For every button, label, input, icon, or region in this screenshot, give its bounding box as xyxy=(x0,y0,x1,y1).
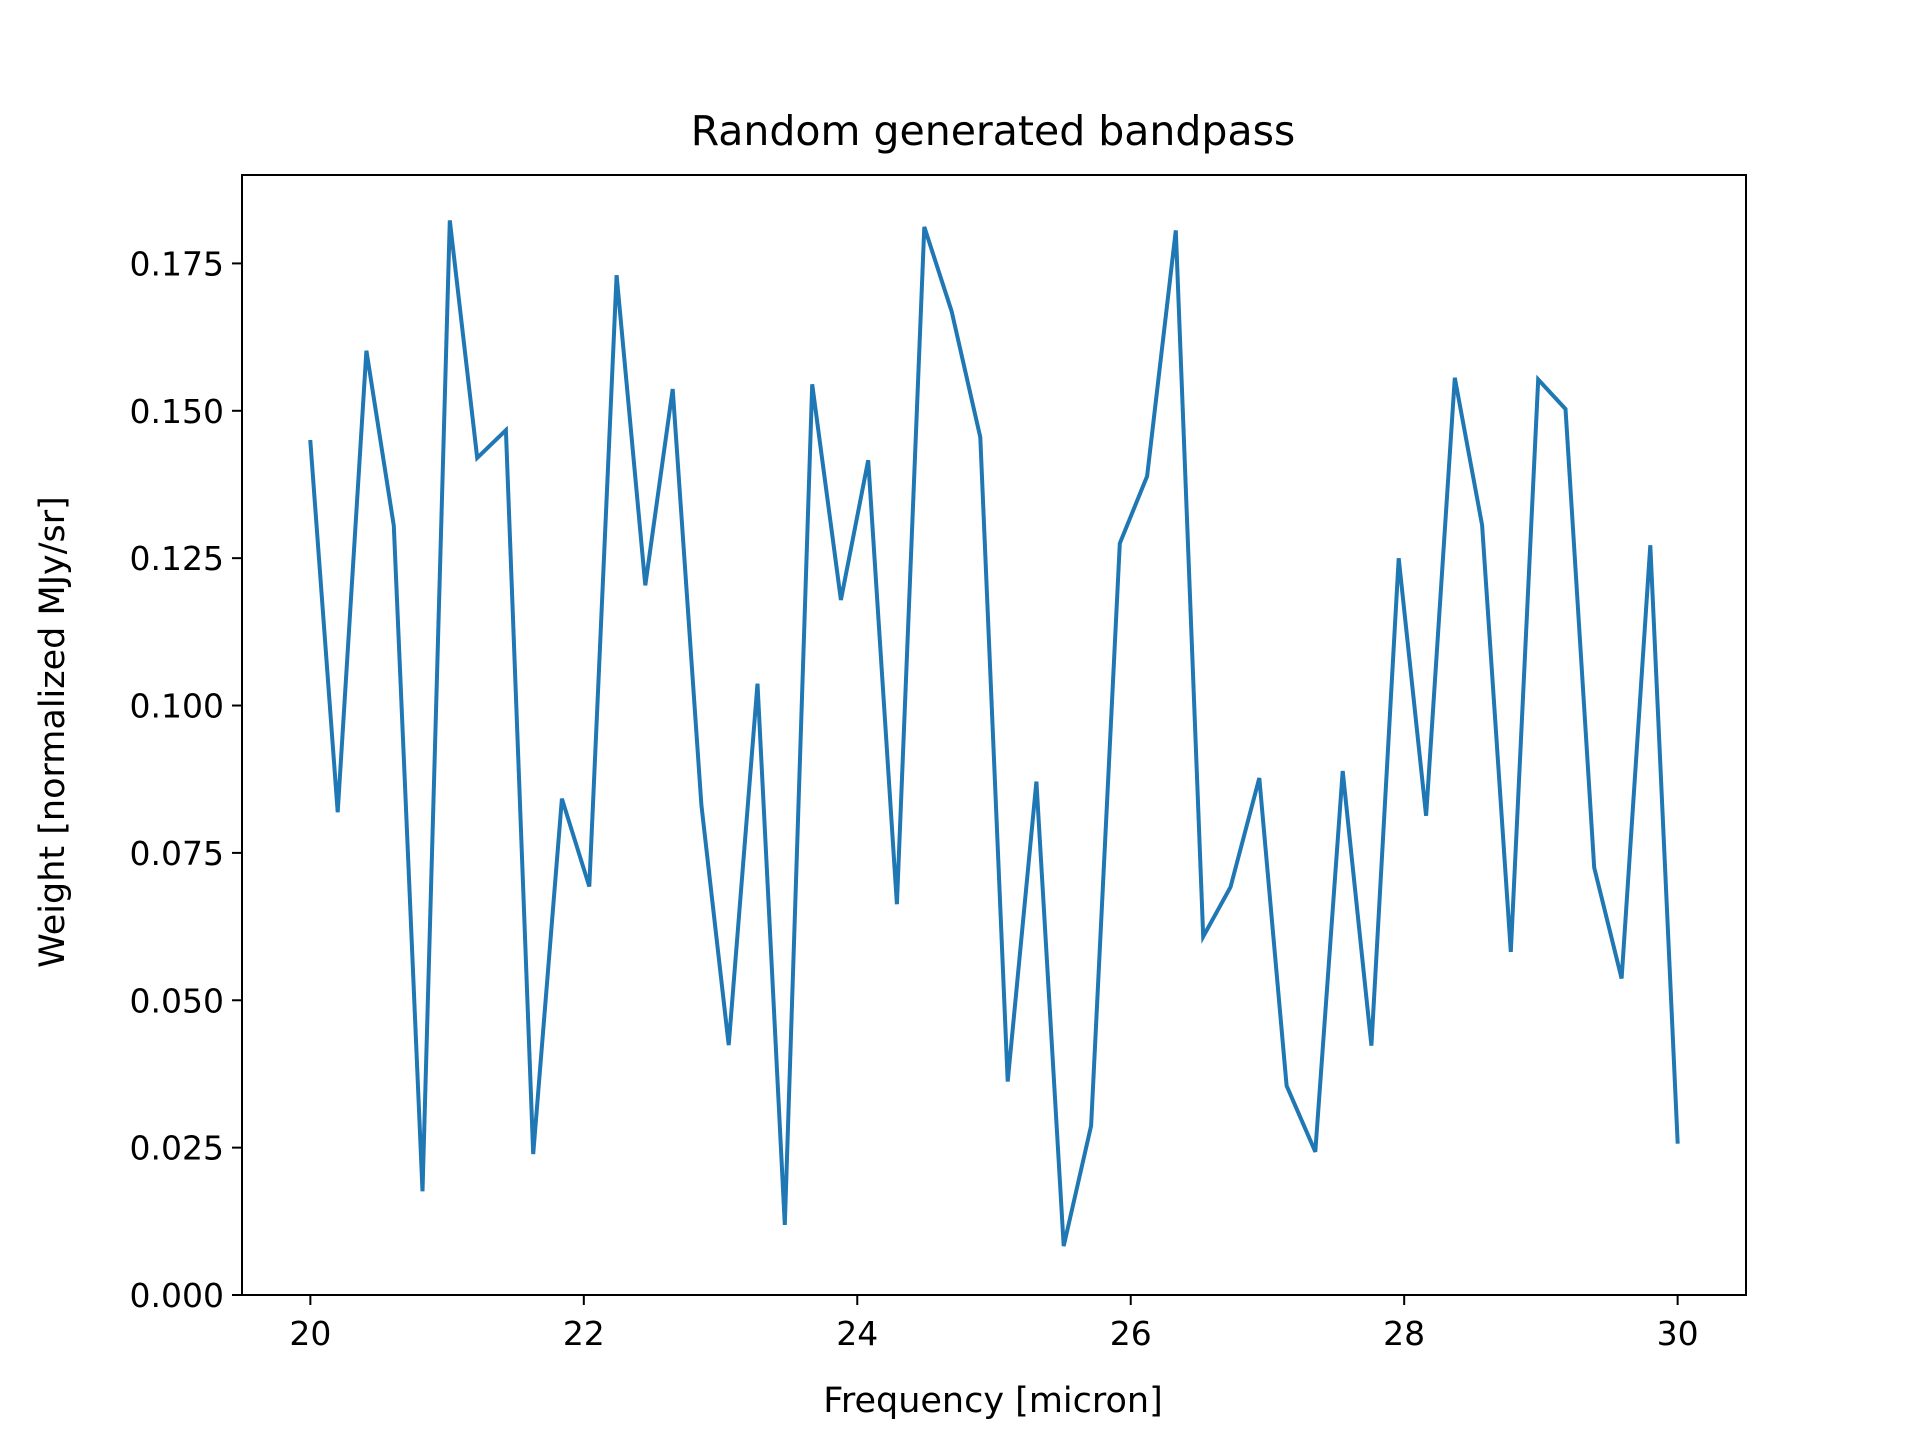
y-tick-label: 0.075 xyxy=(130,834,224,873)
series-line xyxy=(308,220,1680,1247)
y-axis-label: Weight [normalized MJy/sr] xyxy=(33,496,73,968)
x-tick-label: 26 xyxy=(1110,1314,1152,1353)
y-tick-label: 0.000 xyxy=(130,1276,224,1315)
y-tick-label: 0.175 xyxy=(130,244,224,283)
chart-title: Random generated bandpass xyxy=(691,107,1296,155)
y-axis: 0.000 0.025 0.050 0.075 0.100 0.125 0.150 0.175 xyxy=(130,244,242,1315)
x-tick-label: 22 xyxy=(563,1314,605,1353)
y-tick-label: 0.125 xyxy=(130,539,224,578)
plot-frame xyxy=(241,174,1747,1296)
y-tick-label: 0.150 xyxy=(130,392,224,431)
y-tick-label: 0.050 xyxy=(130,981,224,1020)
x-tick-label: 30 xyxy=(1657,1314,1699,1353)
x-tick-label: 28 xyxy=(1383,1314,1425,1353)
x-axis: 20 22 24 26 28 30 xyxy=(289,1295,1699,1353)
x-tick-label: 20 xyxy=(289,1314,331,1353)
x-axis-label: Frequency [micron] xyxy=(823,1381,1163,1421)
y-tick-label: 0.025 xyxy=(130,1129,224,1168)
y-tick-label: 0.100 xyxy=(130,687,224,726)
plot-area xyxy=(241,174,1747,1296)
x-tick-label: 24 xyxy=(836,1314,878,1353)
